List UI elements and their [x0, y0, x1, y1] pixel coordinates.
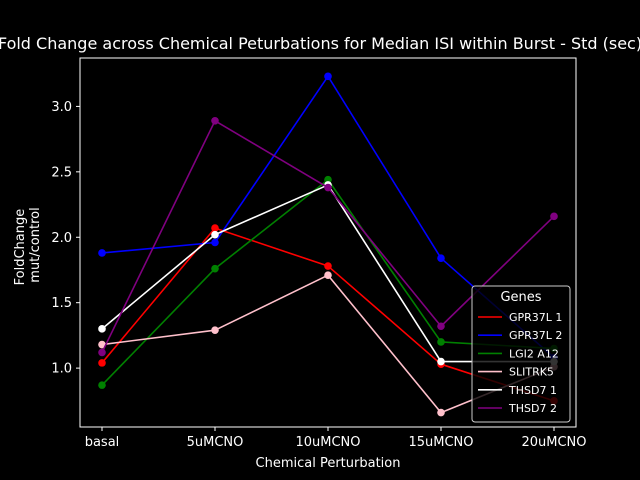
data-point-gpr37l-2	[211, 238, 219, 247]
legend-label-thsd7-1: THSD7 1	[508, 384, 557, 397]
data-point-gpr37l-1	[211, 224, 219, 232]
legend-label-lgi2-a12: LGI2 A12	[509, 347, 559, 360]
y-tick-label: 1.5	[51, 296, 72, 311]
data-point-gpr37l-2	[437, 254, 445, 263]
data-point-gpr37l-1	[98, 359, 106, 367]
legend-label-gpr37l-1: GPR37L 1	[509, 311, 562, 324]
x-axis-label: Chemical Perturbation	[256, 456, 401, 471]
y-axis-label: FoldChange mut/control	[13, 205, 43, 286]
data-point-thsd7-2	[324, 183, 332, 192]
x-tick-label: 5uMCNO	[187, 435, 244, 450]
data-point-lgi2-a12	[98, 381, 106, 389]
data-point-thsd7-1	[211, 230, 219, 239]
data-point-slitrk5	[211, 326, 219, 334]
data-point-lgi2-a12	[211, 264, 219, 273]
legend-label-thsd7-2: THSD7 2	[508, 402, 557, 415]
x-tick-label: 10uMCNO	[295, 435, 360, 450]
x-tick-label: basal	[85, 435, 120, 450]
plot-area-frame	[79, 57, 577, 428]
data-point-thsd7-2	[98, 348, 106, 357]
data-point-gpr37l-1	[324, 262, 332, 270]
data-point-lgi2-a12	[324, 175, 332, 184]
y-axis-label-line1: FoldChange	[13, 209, 28, 286]
data-point-thsd7-2	[550, 212, 558, 221]
y-tick-label: 3.0	[51, 100, 72, 115]
y-tick-label: 2.5	[51, 165, 72, 180]
legend: Genes GPR37L 1 GPR37L 2 LGI2 A12 SLITRK5 THS…	[471, 285, 571, 423]
data-point-thsd7-1	[437, 357, 445, 366]
data-point-thsd7-1	[98, 325, 106, 333]
data-point-slitrk5	[437, 408, 445, 417]
x-tick-label: 20uMCNO	[521, 435, 586, 450]
legend-title: Genes	[500, 290, 541, 305]
data-point-gpr37l-2	[324, 72, 332, 81]
chart-title: Fold Change across Chemical Peturbations…	[0, 34, 640, 53]
legend-box	[471, 285, 571, 423]
data-point-thsd7-2	[437, 322, 445, 331]
data-point-slitrk5	[324, 271, 332, 280]
data-point-lgi2-a12	[437, 338, 445, 346]
y-tick-label: 2.0	[51, 231, 72, 246]
x-tick-label: 15uMCNO	[408, 435, 473, 450]
legend-label-gpr37l-2: GPR37L 2	[509, 329, 562, 342]
y-tick-label: 1.0	[51, 362, 72, 377]
legend-label-slitrk5: SLITRK5	[509, 366, 554, 379]
data-point-gpr37l-2	[98, 249, 106, 257]
y-axis-label-line2: mut/control	[28, 207, 43, 282]
data-point-thsd7-2	[211, 117, 219, 125]
data-point-slitrk5	[98, 340, 106, 349]
